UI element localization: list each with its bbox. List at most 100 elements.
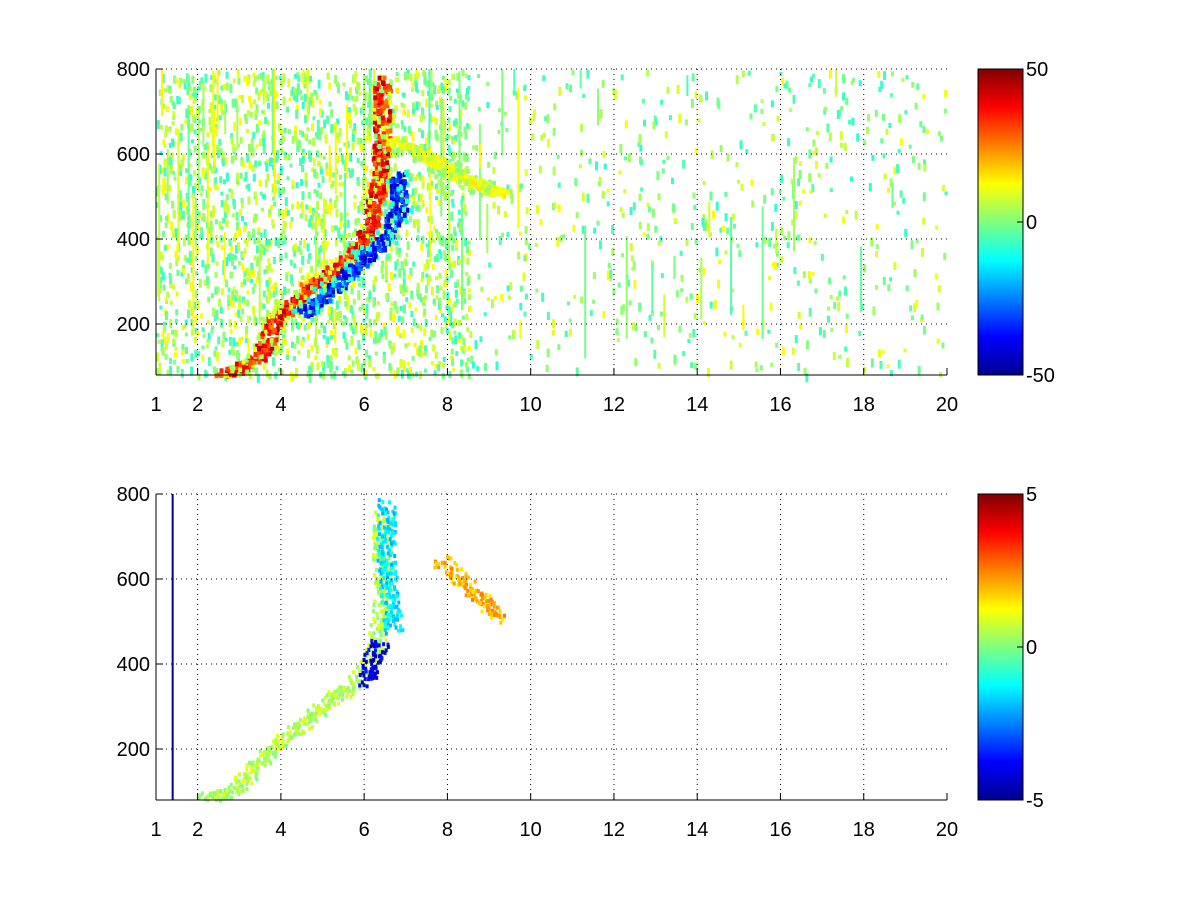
heatmap-cell bbox=[580, 296, 584, 304]
heatmap-cell bbox=[396, 189, 401, 195]
heatmap-cell bbox=[402, 268, 406, 278]
heatmap-cell bbox=[372, 143, 377, 149]
heatmap-cell bbox=[272, 308, 277, 314]
x-tick-label: 18 bbox=[853, 394, 875, 416]
heatmap-cell bbox=[273, 754, 277, 759]
heatmap-cell bbox=[263, 749, 267, 754]
heatmap-cell bbox=[243, 239, 247, 244]
heatmap-cell bbox=[364, 659, 368, 664]
heatmap-cell bbox=[423, 76, 427, 86]
heatmap-cell bbox=[307, 191, 311, 199]
heatmap-cell bbox=[703, 222, 706, 231]
heatmap-cell bbox=[474, 340, 478, 350]
heatmap-cell bbox=[226, 204, 230, 214]
heatmap-cell bbox=[381, 141, 386, 147]
heatmap-cell bbox=[380, 618, 384, 623]
heatmap-cell bbox=[414, 73, 418, 82]
heatmap-cell bbox=[380, 650, 384, 655]
heatmap-cell bbox=[678, 114, 682, 124]
heatmap-cell bbox=[457, 168, 462, 174]
heatmap-cell bbox=[242, 296, 245, 303]
heatmap-cell bbox=[372, 115, 377, 121]
heatmap-cell bbox=[156, 368, 160, 376]
heatmap-cell bbox=[285, 207, 288, 217]
heatmap-cell bbox=[353, 250, 358, 256]
heatmap-cell bbox=[401, 123, 405, 130]
heatmap-cell bbox=[578, 164, 582, 169]
heatmap-cell bbox=[450, 211, 454, 221]
heatmap-cell bbox=[434, 174, 439, 179]
heatmap-cell bbox=[319, 706, 323, 711]
heatmap-cell bbox=[372, 650, 376, 655]
heatmap-cell bbox=[245, 775, 249, 779]
heatmap-cell bbox=[367, 648, 371, 652]
heatmap-cell bbox=[542, 132, 546, 138]
heatmap-cell bbox=[596, 220, 600, 226]
heatmap-cell bbox=[265, 279, 269, 287]
heatmap-cell bbox=[377, 524, 381, 529]
heatmap-cell bbox=[178, 80, 182, 89]
heatmap-cell bbox=[365, 684, 369, 689]
heatmap-cell bbox=[461, 576, 465, 580]
heatmap-cell bbox=[391, 312, 395, 321]
heatmap-cell bbox=[363, 92, 367, 102]
heatmap-cell bbox=[383, 511, 387, 516]
heatmap-cell bbox=[295, 730, 299, 734]
heatmap-cell bbox=[202, 204, 206, 210]
heatmap-cell bbox=[319, 245, 323, 253]
heatmap-cell bbox=[336, 270, 341, 276]
heatmap-cell bbox=[261, 72, 265, 82]
heatmap-cell bbox=[301, 255, 305, 265]
heatmap-cell bbox=[311, 167, 315, 173]
heatmap-cell bbox=[267, 758, 271, 763]
heatmap-cell bbox=[159, 251, 163, 261]
heatmap-cell bbox=[267, 210, 271, 218]
heatmap-cell bbox=[268, 747, 272, 752]
heatmap-cell bbox=[647, 206, 651, 213]
heatmap-cell bbox=[306, 711, 310, 716]
heatmap-cell bbox=[280, 232, 283, 240]
heatmap-cell bbox=[454, 289, 458, 298]
heatmap-cell bbox=[389, 610, 393, 615]
heatmap-cell bbox=[408, 216, 412, 223]
heatmap-cell bbox=[546, 348, 550, 358]
heatmap-cell bbox=[309, 304, 314, 310]
heatmap-cell bbox=[308, 139, 312, 145]
heatmap-cell bbox=[166, 85, 170, 93]
heatmap-cell bbox=[164, 88, 167, 93]
heatmap-cell bbox=[292, 373, 296, 379]
heatmap-cell bbox=[219, 368, 224, 374]
heatmap-cell bbox=[301, 165, 305, 172]
heatmap-cell bbox=[315, 134, 319, 139]
heatmap-cell bbox=[724, 213, 728, 222]
heatmap-cell bbox=[450, 233, 453, 242]
heatmap-cell bbox=[308, 253, 312, 259]
heatmap-cell bbox=[329, 329, 333, 339]
heatmap-cell bbox=[362, 306, 366, 316]
heatmap-cell bbox=[292, 356, 296, 362]
y-tick-label: 400 bbox=[117, 229, 150, 251]
heatmap-cell bbox=[923, 162, 927, 172]
heatmap-cell bbox=[349, 263, 354, 269]
heatmap-cell bbox=[870, 358, 874, 368]
heatmap-cell bbox=[802, 271, 806, 279]
heatmap-cell bbox=[206, 132, 210, 138]
heatmap-cell bbox=[382, 642, 386, 647]
heatmap-cell bbox=[423, 297, 427, 307]
heatmap-cell bbox=[466, 257, 470, 265]
heatmap-cell bbox=[164, 353, 168, 360]
heatmap-cell bbox=[218, 221, 222, 229]
y-tick-label: 600 bbox=[117, 144, 150, 166]
heatmap-cell bbox=[694, 238, 698, 245]
heatmap-cell bbox=[398, 609, 402, 614]
heatmap-cell bbox=[287, 271, 290, 276]
heatmap-cell bbox=[383, 586, 387, 591]
heatmap-cell bbox=[302, 305, 307, 311]
heatmap-cell bbox=[379, 92, 384, 98]
heatmap-cell bbox=[216, 351, 220, 361]
heatmap-cell bbox=[343, 367, 347, 374]
heatmap-cell bbox=[247, 110, 251, 117]
heatmap-cell bbox=[253, 283, 257, 288]
heatmap-cell bbox=[393, 523, 397, 528]
heatmap-cell bbox=[181, 359, 185, 363]
